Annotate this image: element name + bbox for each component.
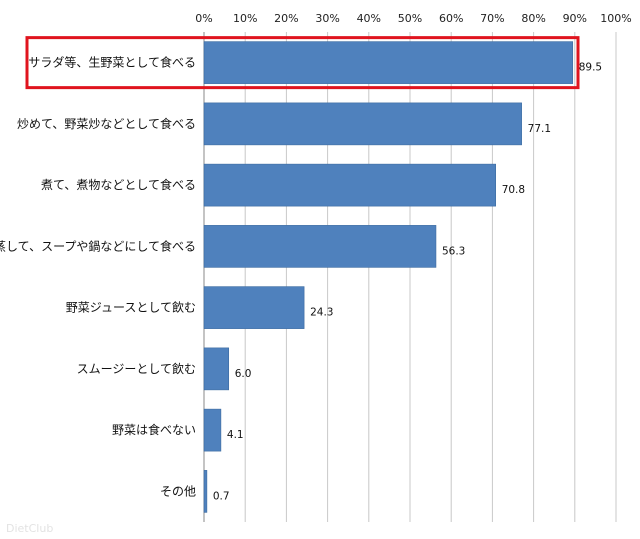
- x-axis-ticks: 0% 10% 20% 30% 40% 50% 60% 70% 80% 90% 100%: [195, 12, 631, 25]
- category-label: 煮て、煮物などとして食べる: [41, 177, 196, 192]
- bar: [203, 286, 305, 329]
- bar: [203, 347, 230, 391]
- category-label: 野菜ジュースとして飲む: [66, 300, 196, 315]
- value-labels: 89.5 77.1 70.8 56.3 24.3 6.0 4.1 0.7: [213, 62, 602, 503]
- x-tick-label: 0%: [195, 12, 212, 25]
- x-tick-label: 80%: [521, 12, 545, 25]
- data-label: 56.3: [442, 245, 465, 257]
- data-label: 4.1: [227, 429, 244, 441]
- bar: [203, 470, 208, 513]
- bar: [203, 41, 574, 84]
- x-tick-label: 10%: [233, 12, 257, 25]
- bar: [203, 225, 437, 268]
- data-label: 77.1: [528, 123, 551, 135]
- data-label: 0.7: [213, 490, 230, 502]
- data-label: 6.0: [235, 368, 252, 380]
- x-tick-label: 30%: [315, 12, 339, 25]
- x-tick-label: 40%: [357, 12, 381, 25]
- data-label: 89.5: [579, 62, 602, 74]
- x-tick-label: 20%: [274, 12, 298, 25]
- category-labels: サラダ等、生野菜として食べる炒めて、野菜炒などとして食べる煮て、煮物などとして食…: [0, 55, 196, 499]
- category-label: サラダ等、生野菜として食べる: [28, 55, 196, 70]
- x-tick-label: 100%: [600, 12, 631, 25]
- x-tick-label: 70%: [480, 12, 504, 25]
- bar: [203, 408, 222, 452]
- x-tick-label: 50%: [398, 12, 422, 25]
- x-tick-label: 90%: [563, 12, 587, 25]
- category-label: 蒸して、スープや鍋などにして食べる: [0, 238, 196, 253]
- data-label: 70.8: [502, 184, 525, 196]
- bars: [203, 41, 574, 513]
- data-label: 24.3: [310, 307, 333, 319]
- category-label: スムージーとして飲む: [77, 361, 196, 376]
- x-tick-label: 60%: [439, 12, 463, 25]
- category-label: 野菜は食べない: [112, 422, 196, 437]
- watermark-logo-text: DietClub: [6, 522, 53, 535]
- category-label: その他: [160, 484, 196, 498]
- bar: [203, 163, 496, 207]
- bar: [203, 102, 522, 146]
- highlight-box: [25, 36, 580, 90]
- category-label: 炒めて、野菜炒などとして食べる: [17, 116, 196, 131]
